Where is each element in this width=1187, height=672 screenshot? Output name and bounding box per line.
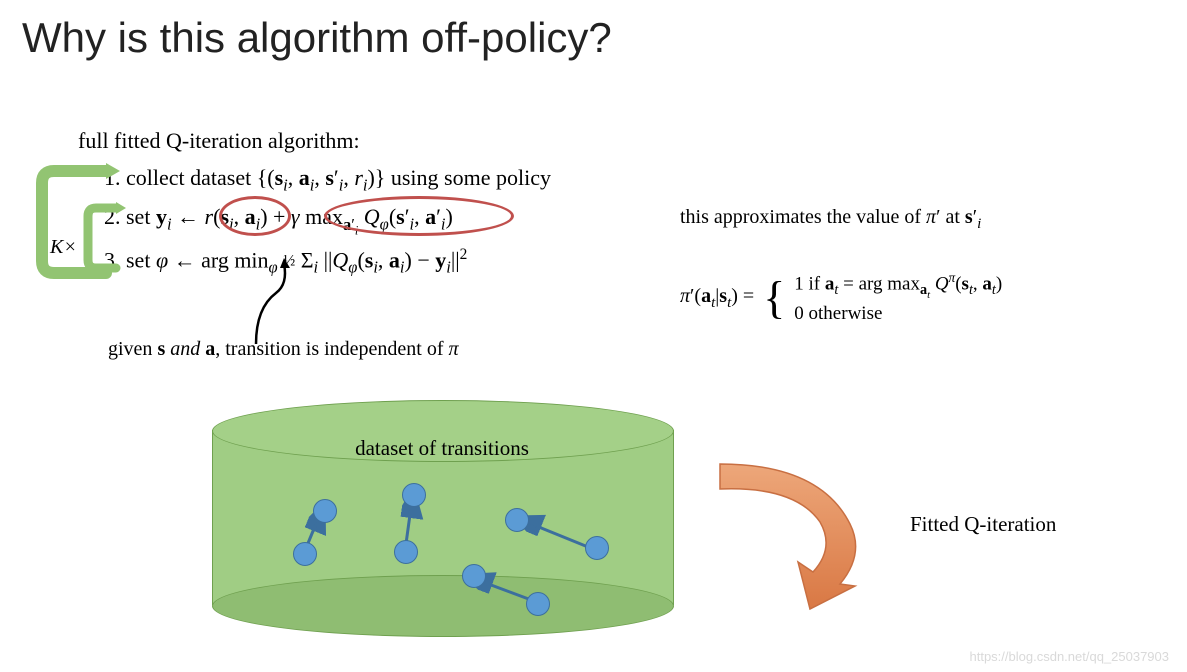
dataset-cylinder: dataset of transitions <box>212 400 672 630</box>
slide-title: Why is this algorithm off-policy? <box>22 14 612 62</box>
transition-dot <box>462 564 486 588</box>
step-1: 1. collect dataset {(si, ai, s′i, ri)} u… <box>104 162 551 197</box>
cyl-title: dataset of transitions <box>212 436 672 461</box>
fitted-label: Fitted Q-iteration <box>910 512 1056 537</box>
transition-dot <box>505 508 529 532</box>
pi-prime-equation: π′(at|st) = { 1 if at = arg maxat Qπ(st,… <box>680 270 1002 326</box>
oval-1 <box>219 196 291 236</box>
transition-dot <box>585 536 609 560</box>
watermark: https://blog.csdn.net/qq_25037903 <box>970 649 1170 664</box>
oval-2 <box>324 196 514 236</box>
inner-loop-arrow <box>82 200 124 276</box>
given-connector-arrow <box>246 258 296 348</box>
approx-text: this approximates the value of π′ at s′i <box>680 206 981 233</box>
step-3: 3. set φ ← arg minφ ½ Σi ||Qφ(si, ai) − … <box>104 244 551 280</box>
cyl-bottom <box>212 575 674 637</box>
transition-dot <box>402 483 426 507</box>
transition-dot <box>293 542 317 566</box>
algo-header: full fitted Q-iteration algorithm: <box>78 128 360 154</box>
fitted-q-arrow <box>690 444 890 614</box>
transition-dot <box>313 499 337 523</box>
transition-dot <box>394 540 418 564</box>
transition-dot <box>526 592 550 616</box>
